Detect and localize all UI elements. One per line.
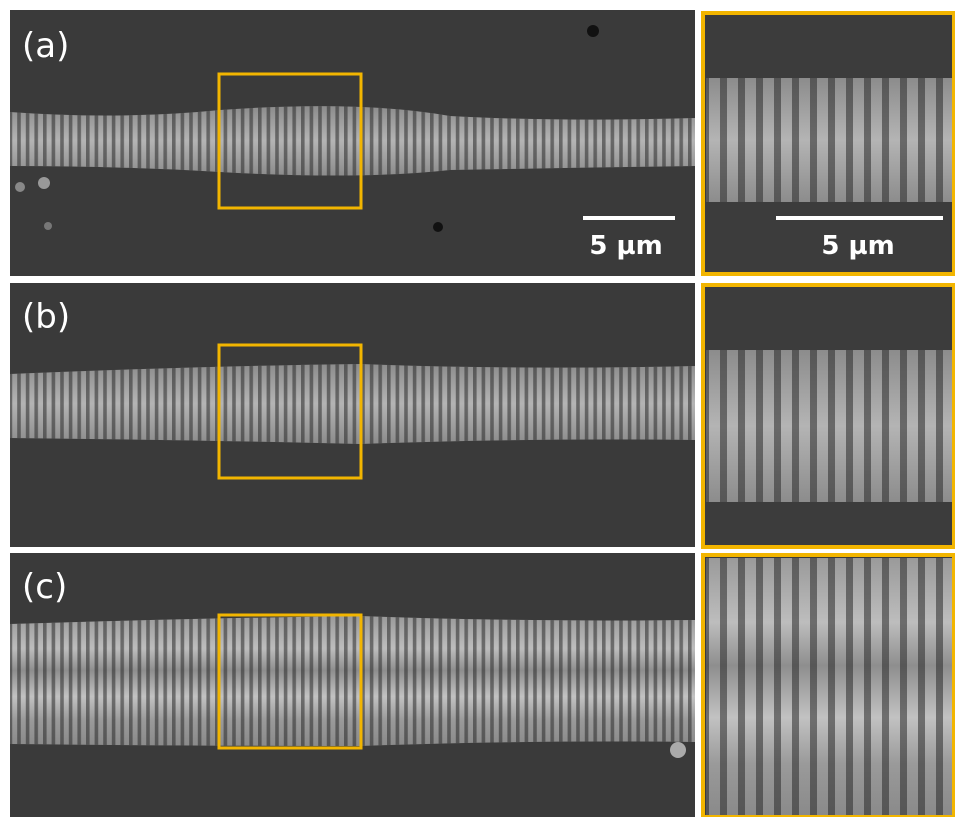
panel-c: (c) [10, 553, 954, 817]
striation [706, 350, 952, 502]
figure: (a) 5 µm 5 µm (b) (c) [0, 0, 955, 817]
panel-a: (a) 5 µm 5 µm [10, 10, 954, 276]
panel-b: (b) [10, 283, 954, 547]
speck [15, 182, 25, 192]
speck [670, 742, 686, 758]
page: (a) 5 µm 5 µm (b) (c) (() => { const dat… [0, 0, 955, 817]
striation [706, 78, 952, 202]
panel-label: (a) [22, 26, 69, 66]
speck [44, 222, 52, 230]
speck [587, 25, 599, 37]
striation [10, 364, 695, 444]
striation [10, 616, 695, 746]
panel-label: (b) [22, 297, 70, 337]
speck [433, 222, 443, 232]
panel-label: (c) [22, 567, 67, 607]
scale-bar-label: 5 µm [589, 231, 662, 261]
scale-bar-label: 5 µm [821, 231, 894, 261]
striation [706, 558, 952, 815]
speck [38, 177, 50, 189]
